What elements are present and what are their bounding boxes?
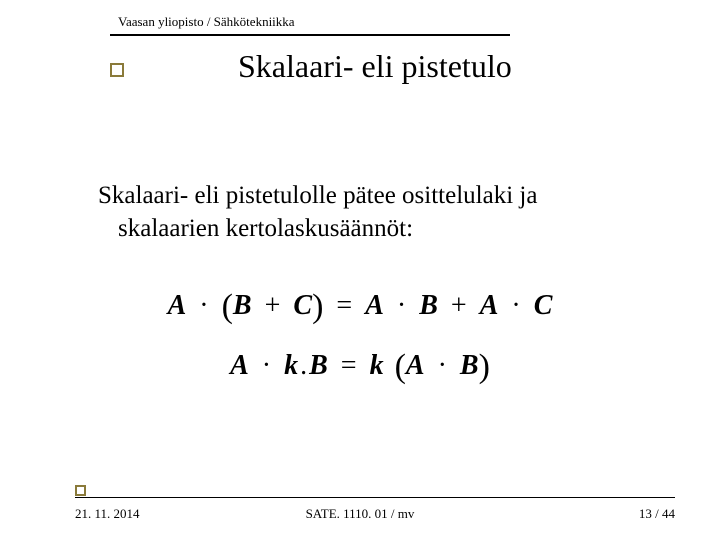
equation-scalar-mult: A · k.B = k (A · B) [0,348,720,386]
body-paragraph: Skalaari- eli pistetulolle pätee osittel… [98,180,660,245]
footer-bullet-icon [75,485,86,496]
footer-course: SATE. 1110. 01 / mv [0,506,720,522]
footer-page: 13 / 44 [639,506,675,522]
footer-divider [75,497,675,498]
body-line-1: Skalaari- eli pistetulolle pätee osittel… [98,182,537,209]
header-divider [110,34,510,36]
title-bullet-icon [110,63,124,77]
header-institution: Vaasan yliopisto / Sähkötekniikka [118,14,295,30]
slide-title: Skalaari- eli pistetulo [238,48,512,85]
equation-distributive: A · (B + C) = A · B + A · C [0,288,720,326]
body-line-2: skalaarien kertolaskusäännöt: [98,213,660,246]
